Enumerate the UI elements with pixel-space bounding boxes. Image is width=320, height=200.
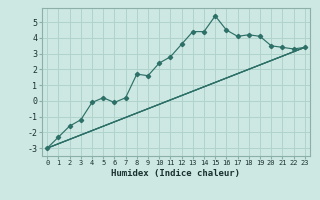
- X-axis label: Humidex (Indice chaleur): Humidex (Indice chaleur): [111, 169, 241, 178]
